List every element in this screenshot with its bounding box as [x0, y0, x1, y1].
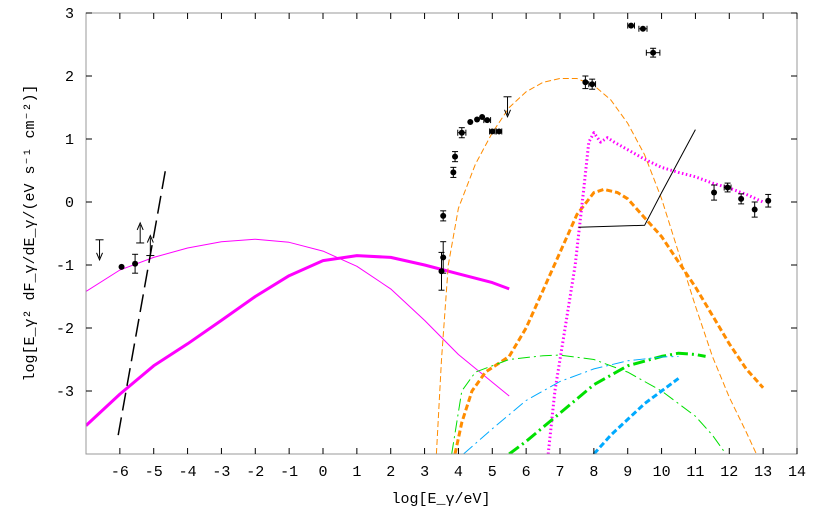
data-point	[132, 260, 139, 267]
x-tick-label: 0	[318, 464, 327, 481]
x-tick-label: 10	[653, 464, 671, 481]
x-tick-label: 8	[589, 464, 598, 481]
data-point	[440, 254, 447, 261]
data-point	[489, 128, 496, 135]
x-tick-label: 1	[352, 464, 361, 481]
data-point	[711, 189, 718, 196]
model-curve-8	[451, 354, 727, 454]
data-point	[765, 197, 772, 204]
data-point	[724, 184, 731, 191]
data-point	[738, 195, 745, 202]
ticks-layer: -6 -5 -4 -3 -2 -1 0 1 2 3 4 5 6 7 8 9 10 11 12 13 14-3-2-101…	[56, 6, 806, 481]
model-curve-5	[453, 187, 765, 454]
x-tick-label: -6	[111, 464, 129, 481]
model-curve-9	[508, 351, 706, 454]
model-curve-1	[86, 238, 510, 397]
data-point	[751, 206, 758, 213]
lower-limit-arrow	[146, 234, 154, 243]
x-tick-label: 7	[555, 464, 564, 481]
y-tick-label: 0	[65, 195, 74, 212]
data-point	[118, 263, 125, 270]
data-point	[589, 81, 596, 88]
x-tick-label: 12	[720, 464, 738, 481]
data-point	[650, 49, 657, 56]
lower-limit-arrow	[136, 221, 144, 231]
upper-limit-arrow	[96, 252, 104, 262]
x-tick-label: 5	[488, 464, 497, 481]
upper-limit-arrow	[504, 109, 511, 119]
data-point	[452, 153, 459, 160]
model-curve-7	[578, 129, 696, 228]
data-point	[474, 116, 481, 123]
x-tick-label: -5	[145, 464, 163, 481]
data-point	[458, 129, 465, 136]
y-tick-label: -1	[56, 258, 74, 275]
model-curve-3	[117, 169, 167, 436]
y-tick-label: 2	[65, 69, 74, 86]
x-tick-label: 6	[522, 464, 531, 481]
curves-layer	[86, 78, 765, 454]
data-point	[484, 117, 491, 124]
x-tick-label: 13	[754, 464, 772, 481]
model-curve-11	[592, 377, 680, 454]
data-point	[496, 128, 503, 135]
y-tick-label: 3	[65, 6, 74, 23]
x-axis-title: log[E_γ/eV]	[391, 491, 490, 508]
x-tick-label: 11	[686, 464, 704, 481]
x-tick-label: -2	[246, 464, 264, 481]
x-tick-label: 2	[386, 464, 395, 481]
y-axis-title: log[E_γ² dF_γ/dE_γ/(eV s⁻¹ cm⁻²)]	[22, 84, 39, 381]
model-curve-2	[86, 254, 510, 427]
data-point	[440, 212, 447, 219]
model-curve-10	[463, 355, 679, 454]
y-tick-label: -2	[56, 321, 74, 338]
x-tick-label: 9	[623, 464, 632, 481]
data-point	[628, 22, 635, 29]
model-curve-6	[546, 131, 764, 454]
y-tick-label: 1	[65, 132, 74, 149]
x-tick-label: 3	[420, 464, 429, 481]
data-point	[467, 118, 474, 125]
x-tick-label: 14	[788, 464, 806, 481]
y-tick-label: -3	[56, 384, 74, 401]
data-point	[582, 79, 589, 86]
data-point	[450, 169, 457, 176]
x-tick-label: -4	[179, 464, 197, 481]
x-tick-label: -1	[280, 464, 298, 481]
plot-frame	[85, 12, 798, 455]
data-point	[639, 25, 646, 32]
points-layer	[95, 22, 772, 291]
x-tick-label: 4	[454, 464, 463, 481]
x-tick-label: -3	[212, 464, 230, 481]
